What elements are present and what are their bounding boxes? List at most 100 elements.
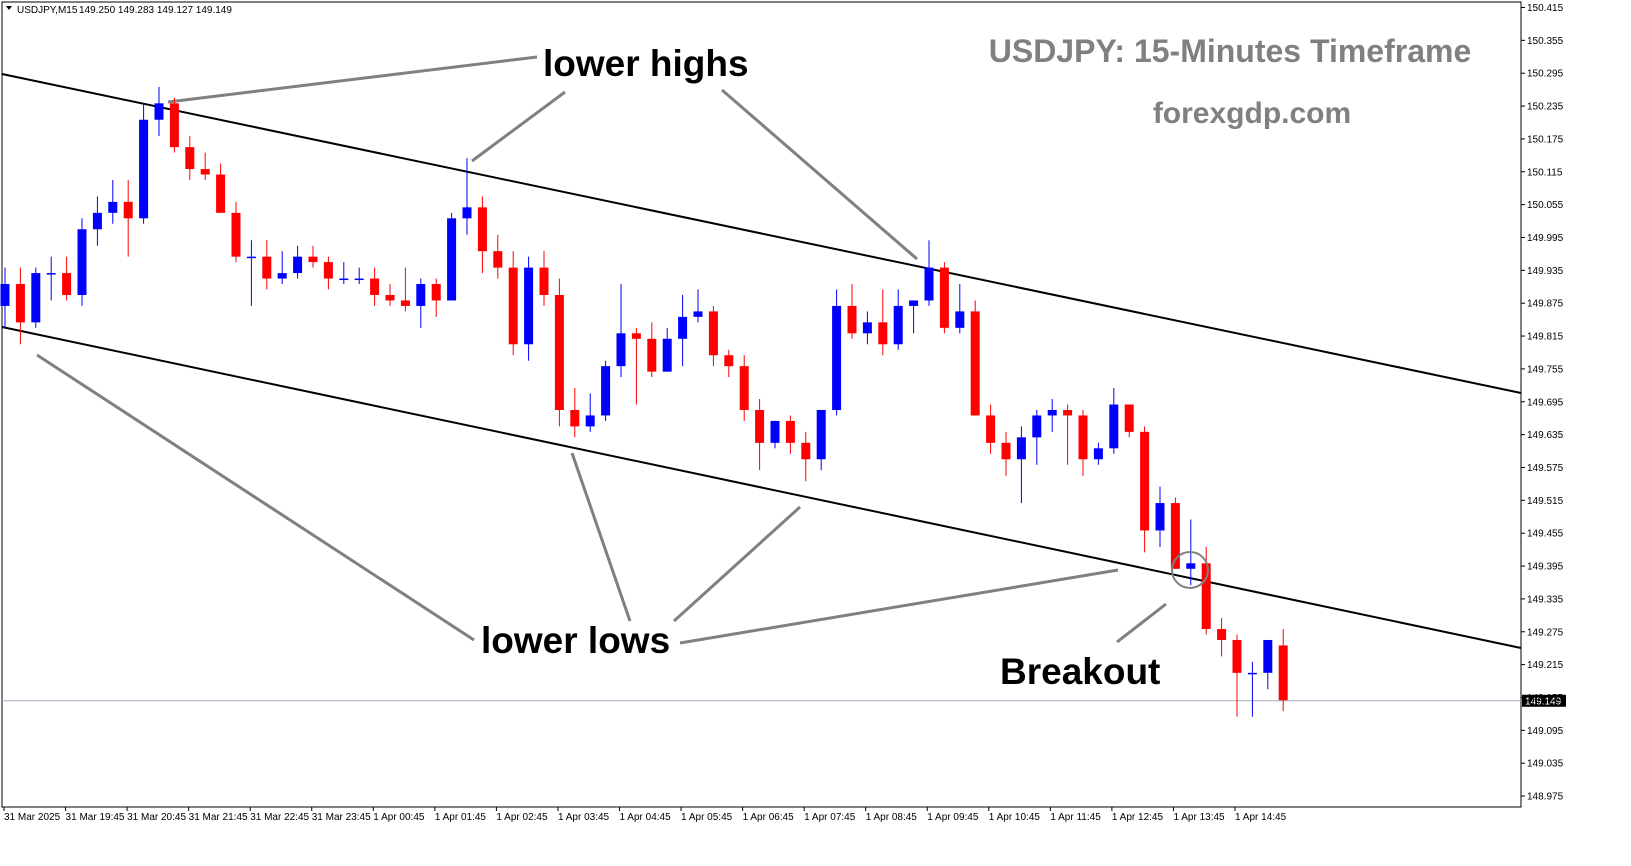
candle bbox=[1063, 404, 1073, 465]
candle bbox=[955, 284, 965, 334]
candle bbox=[447, 212, 457, 301]
candle bbox=[1232, 634, 1242, 717]
candle-body bbox=[878, 322, 888, 345]
candle bbox=[370, 267, 380, 306]
watermark-title: USDJPY: 15-Minutes Timeframe bbox=[989, 33, 1472, 69]
candle-body bbox=[1263, 639, 1273, 673]
candle-body bbox=[708, 311, 718, 356]
candle bbox=[847, 284, 857, 339]
y-tick-label: 149.035 bbox=[1527, 759, 1564, 770]
candle bbox=[601, 360, 611, 421]
y-tick-label: 150.115 bbox=[1527, 167, 1563, 178]
candle-body bbox=[554, 294, 564, 410]
candle bbox=[416, 278, 426, 328]
candle-body bbox=[169, 103, 179, 148]
y-tick-label: 149.695 bbox=[1527, 397, 1564, 408]
y-tick-label: 149.215 bbox=[1527, 660, 1564, 671]
candle bbox=[231, 201, 241, 263]
candle bbox=[200, 152, 210, 180]
candle bbox=[1217, 618, 1227, 657]
candle-body bbox=[277, 273, 287, 279]
candle-body bbox=[755, 409, 765, 443]
y-tick-label: 149.635 bbox=[1527, 430, 1564, 441]
candle-body bbox=[293, 256, 303, 274]
candle-body bbox=[801, 442, 811, 460]
candle-body bbox=[1093, 448, 1103, 460]
candles-group bbox=[0, 86, 1288, 717]
channel-lower-line[interactable] bbox=[1, 326, 1522, 649]
candle-body bbox=[1140, 431, 1150, 531]
x-tick-label: 1 Apr 12:45 bbox=[1112, 812, 1164, 823]
candle-body bbox=[862, 322, 872, 334]
candle bbox=[293, 245, 303, 279]
collapse-triangle-icon[interactable] bbox=[6, 6, 12, 10]
x-tick-label: 31 Mar 23:45 bbox=[312, 812, 371, 823]
candle bbox=[893, 289, 903, 350]
candle-body bbox=[631, 333, 641, 339]
candle-body bbox=[739, 366, 749, 410]
candle bbox=[400, 267, 410, 312]
x-tick-label: 1 Apr 05:45 bbox=[681, 812, 733, 823]
candle bbox=[832, 289, 842, 416]
candle bbox=[785, 415, 795, 454]
candle bbox=[123, 179, 133, 257]
candle bbox=[185, 136, 195, 180]
candle-body bbox=[62, 273, 72, 295]
candle-body bbox=[308, 256, 318, 263]
candle-body bbox=[616, 333, 626, 367]
y-tick-label: 149.935 bbox=[1527, 266, 1564, 277]
candle bbox=[354, 267, 364, 285]
candle-body bbox=[323, 262, 333, 279]
candle-body bbox=[955, 311, 965, 328]
annotation-pointer-line bbox=[36, 353, 475, 642]
candle-body bbox=[431, 284, 441, 301]
candle-body bbox=[1278, 645, 1288, 701]
candle-body bbox=[477, 207, 487, 252]
x-tick-label: 1 Apr 14:45 bbox=[1235, 812, 1287, 823]
candle-body bbox=[570, 409, 580, 427]
candle-body bbox=[770, 420, 780, 443]
candle bbox=[0, 267, 10, 328]
candle bbox=[1124, 404, 1134, 438]
candle bbox=[539, 251, 549, 306]
y-tick-label: 150.295 bbox=[1527, 69, 1564, 80]
candle-body bbox=[447, 218, 457, 301]
candle-body bbox=[15, 284, 25, 323]
y-tick-label: 149.755 bbox=[1527, 364, 1564, 375]
candle-body bbox=[77, 229, 87, 295]
candle bbox=[1047, 399, 1057, 432]
candle-body bbox=[647, 338, 657, 372]
candle-body bbox=[1078, 415, 1088, 460]
candle-body bbox=[1032, 415, 1042, 438]
candle bbox=[770, 420, 780, 449]
candle-body bbox=[662, 338, 672, 372]
annotation-pointer-line bbox=[1116, 602, 1167, 644]
candle-body bbox=[678, 316, 688, 339]
watermark-site: forexgdp.com bbox=[1153, 97, 1351, 130]
candle-body bbox=[724, 355, 734, 367]
candle bbox=[46, 256, 56, 301]
candle-body bbox=[416, 284, 426, 306]
candle bbox=[1109, 388, 1119, 454]
candle-body bbox=[354, 278, 364, 281]
candle-body bbox=[370, 278, 380, 295]
candle bbox=[385, 284, 395, 306]
candle-body bbox=[909, 300, 919, 306]
channel-upper-line[interactable] bbox=[1, 73, 1522, 394]
candle-body bbox=[1170, 503, 1180, 569]
x-axis: 31 Mar 2025 31 Mar 19:45 31 Mar 20:45 31 Ma… bbox=[3, 807, 1287, 823]
annotation-lower-lows: lower lows bbox=[481, 620, 670, 661]
y-tick-label: 149.155 bbox=[1527, 693, 1564, 704]
candle bbox=[755, 399, 765, 471]
candle bbox=[570, 388, 580, 438]
candle bbox=[323, 256, 333, 290]
y-tick-label: 149.875 bbox=[1527, 299, 1564, 310]
candle-body bbox=[585, 415, 595, 427]
candle-body bbox=[508, 267, 518, 345]
candle-body bbox=[693, 311, 703, 317]
candle-body bbox=[1016, 437, 1026, 460]
y-tick-label: 150.175 bbox=[1527, 134, 1564, 145]
candle-body bbox=[231, 212, 241, 257]
candle bbox=[1247, 661, 1257, 717]
